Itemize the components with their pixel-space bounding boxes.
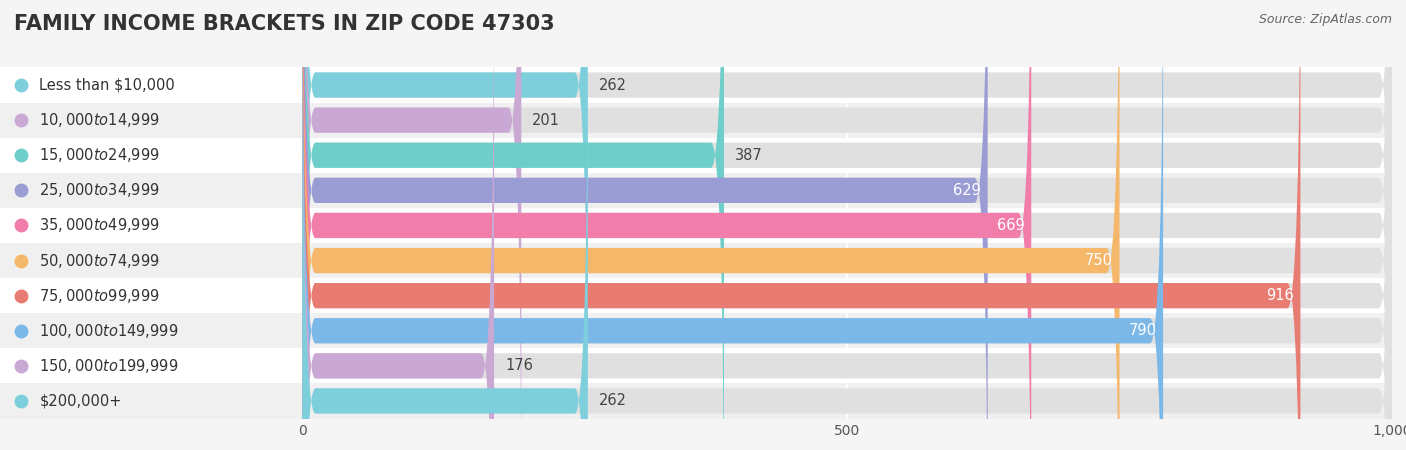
FancyBboxPatch shape — [302, 0, 522, 450]
FancyBboxPatch shape — [302, 0, 494, 450]
FancyBboxPatch shape — [302, 208, 1392, 243]
FancyBboxPatch shape — [0, 243, 302, 278]
Text: 262: 262 — [599, 77, 627, 93]
FancyBboxPatch shape — [0, 313, 302, 348]
FancyBboxPatch shape — [302, 0, 588, 450]
FancyBboxPatch shape — [0, 208, 302, 243]
FancyBboxPatch shape — [302, 0, 1392, 450]
FancyBboxPatch shape — [302, 0, 1392, 450]
Text: 629: 629 — [953, 183, 981, 198]
FancyBboxPatch shape — [0, 68, 302, 103]
Text: 262: 262 — [599, 393, 627, 409]
FancyBboxPatch shape — [302, 348, 1392, 383]
Text: 750: 750 — [1085, 253, 1114, 268]
FancyBboxPatch shape — [302, 0, 1392, 450]
FancyBboxPatch shape — [302, 0, 1392, 450]
Text: 916: 916 — [1267, 288, 1294, 303]
FancyBboxPatch shape — [302, 0, 1031, 450]
FancyBboxPatch shape — [302, 313, 1392, 348]
Text: $150,000 to $199,999: $150,000 to $199,999 — [39, 357, 179, 375]
Text: $75,000 to $99,999: $75,000 to $99,999 — [39, 287, 160, 305]
FancyBboxPatch shape — [0, 173, 302, 208]
Text: $35,000 to $49,999: $35,000 to $49,999 — [39, 216, 160, 234]
Text: 790: 790 — [1129, 323, 1157, 338]
Text: 176: 176 — [505, 358, 533, 374]
FancyBboxPatch shape — [0, 383, 302, 418]
FancyBboxPatch shape — [302, 103, 1392, 138]
FancyBboxPatch shape — [302, 0, 1392, 450]
FancyBboxPatch shape — [0, 278, 302, 313]
Text: 201: 201 — [533, 112, 560, 128]
FancyBboxPatch shape — [302, 243, 1392, 278]
Text: 387: 387 — [735, 148, 762, 163]
FancyBboxPatch shape — [302, 0, 724, 450]
FancyBboxPatch shape — [0, 138, 302, 173]
Text: 669: 669 — [997, 218, 1025, 233]
FancyBboxPatch shape — [302, 383, 1392, 418]
FancyBboxPatch shape — [302, 0, 1301, 450]
Text: $200,000+: $200,000+ — [39, 393, 122, 409]
FancyBboxPatch shape — [302, 173, 1392, 208]
Text: FAMILY INCOME BRACKETS IN ZIP CODE 47303: FAMILY INCOME BRACKETS IN ZIP CODE 47303 — [14, 14, 555, 33]
Text: Source: ZipAtlas.com: Source: ZipAtlas.com — [1258, 14, 1392, 27]
FancyBboxPatch shape — [302, 0, 1392, 450]
FancyBboxPatch shape — [302, 0, 1392, 450]
FancyBboxPatch shape — [302, 68, 1392, 103]
FancyBboxPatch shape — [302, 0, 588, 450]
FancyBboxPatch shape — [302, 0, 1163, 450]
FancyBboxPatch shape — [302, 0, 1392, 450]
FancyBboxPatch shape — [302, 0, 1392, 450]
FancyBboxPatch shape — [302, 0, 987, 450]
FancyBboxPatch shape — [302, 138, 1392, 173]
FancyBboxPatch shape — [0, 348, 302, 383]
Text: $15,000 to $24,999: $15,000 to $24,999 — [39, 146, 160, 164]
Text: $100,000 to $149,999: $100,000 to $149,999 — [39, 322, 179, 340]
FancyBboxPatch shape — [0, 103, 302, 138]
Text: $10,000 to $14,999: $10,000 to $14,999 — [39, 111, 160, 129]
FancyBboxPatch shape — [302, 0, 1119, 450]
Text: $50,000 to $74,999: $50,000 to $74,999 — [39, 252, 160, 270]
Text: Less than $10,000: Less than $10,000 — [39, 77, 176, 93]
FancyBboxPatch shape — [302, 278, 1392, 313]
Text: $25,000 to $34,999: $25,000 to $34,999 — [39, 181, 160, 199]
FancyBboxPatch shape — [302, 0, 1392, 450]
